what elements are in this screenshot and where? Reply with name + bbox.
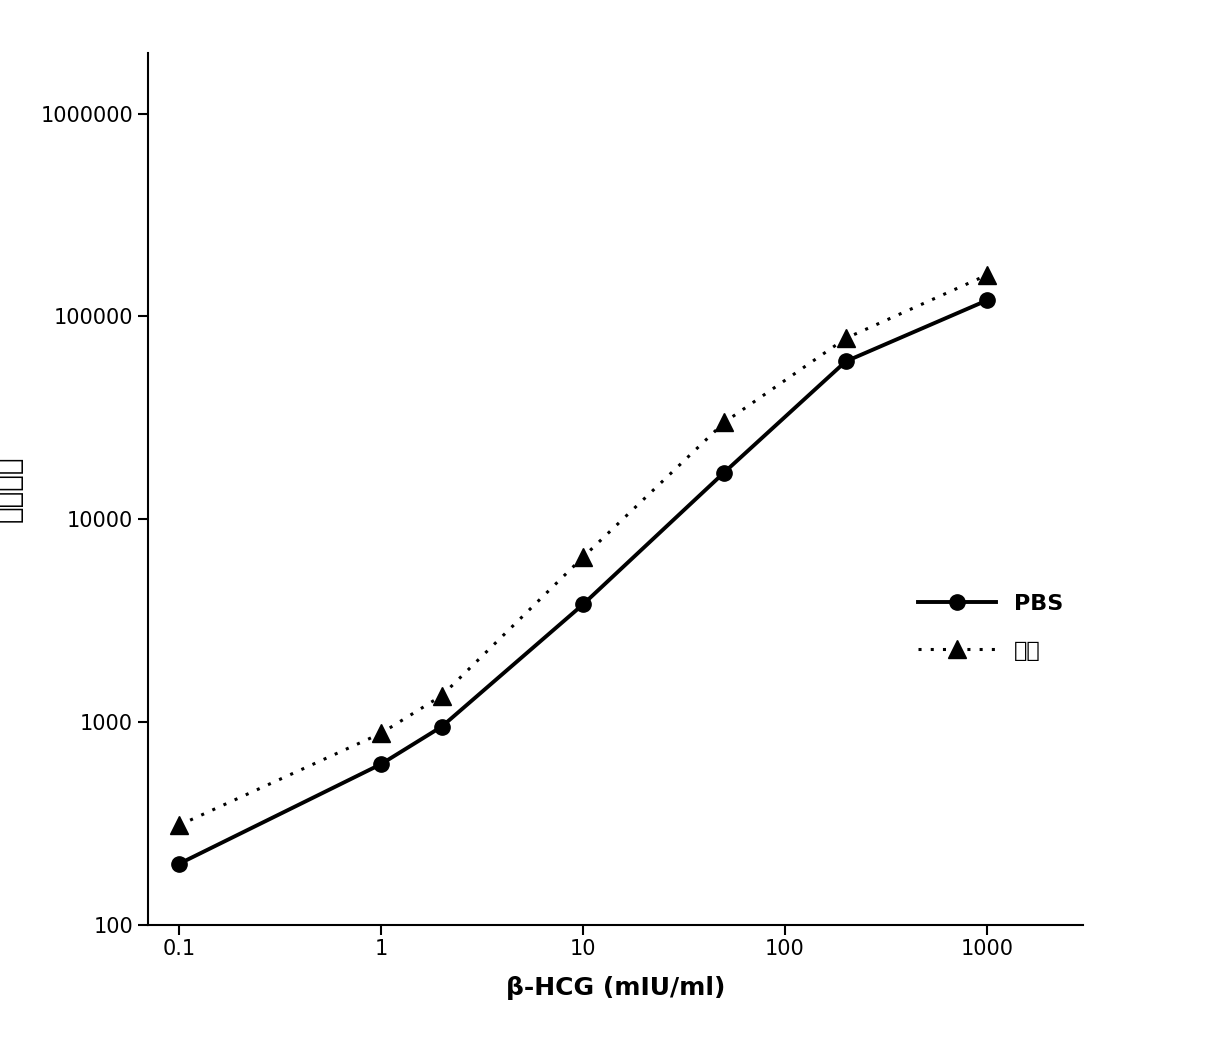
PBS bbox=[171, 858, 186, 870]
Legend: PBS, 血清: PBS, 血清 bbox=[910, 585, 1072, 669]
血清 bbox=[373, 727, 388, 740]
血清 bbox=[171, 819, 186, 831]
PBS bbox=[838, 355, 853, 368]
PBS bbox=[716, 467, 731, 479]
Y-axis label: 发光强度: 发光强度 bbox=[0, 455, 23, 522]
血清 bbox=[576, 551, 591, 563]
PBS bbox=[980, 294, 995, 307]
X-axis label: β-HCG (mIU/ml): β-HCG (mIU/ml) bbox=[506, 976, 725, 1001]
Line: 血清: 血清 bbox=[170, 266, 996, 834]
Line: PBS: PBS bbox=[171, 293, 995, 871]
PBS bbox=[576, 598, 591, 611]
PBS bbox=[435, 720, 449, 733]
血清 bbox=[838, 332, 853, 345]
血清 bbox=[980, 269, 995, 282]
血清 bbox=[716, 416, 731, 429]
PBS bbox=[373, 758, 388, 770]
血清 bbox=[435, 689, 449, 702]
